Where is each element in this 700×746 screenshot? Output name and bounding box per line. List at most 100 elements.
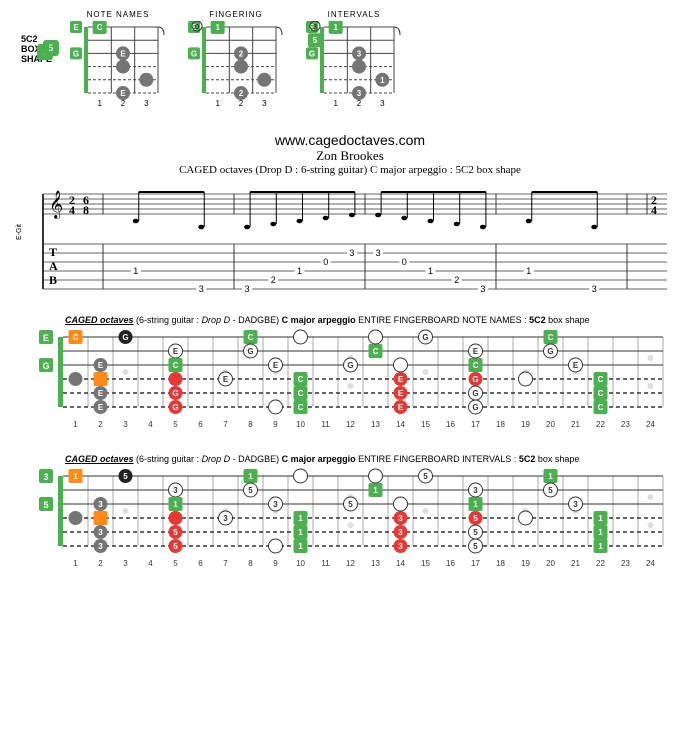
svg-text:3: 3 <box>357 49 362 58</box>
svg-text:E-Git: E-Git <box>16 224 23 240</box>
svg-text:C: C <box>598 403 604 412</box>
tab-section: E-Git𝄞2468TAB2413321033012313 <box>15 182 685 295</box>
svg-text:3: 3 <box>273 500 278 509</box>
svg-text:15: 15 <box>421 559 430 568</box>
small-diagrams-row: NOTE NAMESEG123CEEFINGERINGEG0123122INTE… <box>70 10 402 112</box>
svg-text:1: 1 <box>333 23 338 32</box>
fretboard-diagram: EGCGEEEGGECCGEECCCCGEEEGCEGGGCGECCC12345… <box>15 329 685 436</box>
svg-text:1: 1 <box>598 542 603 551</box>
svg-text:C: C <box>248 333 254 342</box>
svg-text:2: 2 <box>271 275 276 285</box>
svg-text:E: E <box>98 403 104 412</box>
svg-text:E: E <box>98 361 104 370</box>
svg-text:5: 5 <box>348 500 353 509</box>
svg-text:3: 3 <box>376 248 381 258</box>
svg-text:0: 0 <box>323 257 328 267</box>
svg-text:19: 19 <box>521 559 530 568</box>
svg-text:1: 1 <box>73 472 78 481</box>
svg-text:3: 3 <box>398 542 403 551</box>
svg-text:1: 1 <box>215 99 220 108</box>
svg-text:E: E <box>43 333 49 343</box>
fretboard-diagram: 3515333553115331111533351355515311112345… <box>15 468 685 575</box>
logo-block: 2 5 5C2 BOX SHAPE <box>15 35 52 65</box>
svg-text:1: 1 <box>333 99 338 108</box>
svg-text:6: 6 <box>198 420 203 429</box>
svg-text:3: 3 <box>123 420 128 429</box>
svg-text:3: 3 <box>313 24 317 31</box>
svg-text:1: 1 <box>248 472 253 481</box>
fretboard-title: CAGED octaves (6-string guitar : Drop D … <box>15 454 685 464</box>
svg-text:G: G <box>309 49 315 58</box>
svg-text:G: G <box>547 347 553 356</box>
svg-text:G: G <box>73 49 79 58</box>
svg-text:12: 12 <box>346 559 355 568</box>
svg-text:𝄞: 𝄞 <box>49 191 63 219</box>
svg-text:A: A <box>49 259 58 273</box>
top-row: 2 5 5C2 BOX SHAPE NOTE NAMESEG123CEEFING… <box>15 10 685 112</box>
url: www.cagedoctaves.com <box>15 132 685 148</box>
svg-text:4: 4 <box>69 203 75 217</box>
svg-text:16: 16 <box>446 420 455 429</box>
svg-text:3: 3 <box>245 284 250 292</box>
svg-text:E: E <box>73 23 79 32</box>
svg-text:5: 5 <box>423 472 428 481</box>
fretboards-container: CAGED octaves (6-string guitar : Drop D … <box>15 315 685 575</box>
svg-text:E: E <box>120 89 126 98</box>
svg-text:E: E <box>573 361 579 370</box>
svg-text:G: G <box>472 375 478 384</box>
svg-text:12: 12 <box>346 420 355 429</box>
svg-text:2: 2 <box>239 49 244 58</box>
svg-text:C: C <box>598 389 604 398</box>
svg-text:5: 5 <box>173 542 178 551</box>
svg-text:E: E <box>98 389 104 398</box>
svg-text:G: G <box>472 403 478 412</box>
svg-text:22: 22 <box>596 559 605 568</box>
svg-text:5: 5 <box>473 528 478 537</box>
svg-text:G: G <box>172 389 178 398</box>
svg-text:4: 4 <box>148 559 153 568</box>
svg-text:2: 2 <box>239 99 244 108</box>
svg-text:5: 5 <box>313 36 318 45</box>
svg-text:5: 5 <box>473 514 478 523</box>
svg-text:0: 0 <box>402 257 407 267</box>
small-diagram-title: INTERVALS <box>306 10 402 19</box>
svg-text:3: 3 <box>144 99 149 108</box>
svg-text:9: 9 <box>273 420 278 429</box>
logo-bottom-dot: 5 <box>43 40 59 56</box>
svg-text:E: E <box>273 361 279 370</box>
svg-text:18: 18 <box>496 420 505 429</box>
svg-text:3: 3 <box>173 486 178 495</box>
svg-text:8: 8 <box>248 420 253 429</box>
svg-text:9: 9 <box>273 559 278 568</box>
subtitle: CAGED octaves (Drop D : 6-string guitar)… <box>15 164 685 176</box>
svg-text:2: 2 <box>454 275 459 285</box>
svg-text:T: T <box>49 245 57 259</box>
svg-text:18: 18 <box>496 559 505 568</box>
svg-text:3: 3 <box>357 89 362 98</box>
svg-text:G: G <box>191 49 197 58</box>
svg-text:6: 6 <box>198 559 203 568</box>
svg-text:20: 20 <box>546 559 555 568</box>
svg-text:2: 2 <box>239 89 244 98</box>
svg-text:G: G <box>472 389 478 398</box>
svg-text:3: 3 <box>473 486 478 495</box>
small-diagram-title: NOTE NAMES <box>70 10 166 19</box>
svg-text:14: 14 <box>396 559 405 568</box>
svg-text:E: E <box>398 375 404 384</box>
svg-text:E: E <box>398 403 404 412</box>
svg-text:2: 2 <box>98 420 103 429</box>
svg-text:C: C <box>97 23 103 32</box>
svg-text:1: 1 <box>97 99 102 108</box>
svg-text:8: 8 <box>248 559 253 568</box>
small-diagram: INTERVALSEG312315313 <box>306 10 402 112</box>
svg-text:1: 1 <box>73 420 78 429</box>
svg-text:3: 3 <box>349 248 354 258</box>
svg-text:5: 5 <box>473 542 478 551</box>
svg-text:17: 17 <box>471 420 480 429</box>
svg-text:19: 19 <box>521 420 530 429</box>
svg-text:1: 1 <box>298 514 303 523</box>
svg-text:C: C <box>298 375 304 384</box>
svg-text:C: C <box>298 389 304 398</box>
svg-text:5: 5 <box>548 486 553 495</box>
svg-text:1: 1 <box>373 486 378 495</box>
